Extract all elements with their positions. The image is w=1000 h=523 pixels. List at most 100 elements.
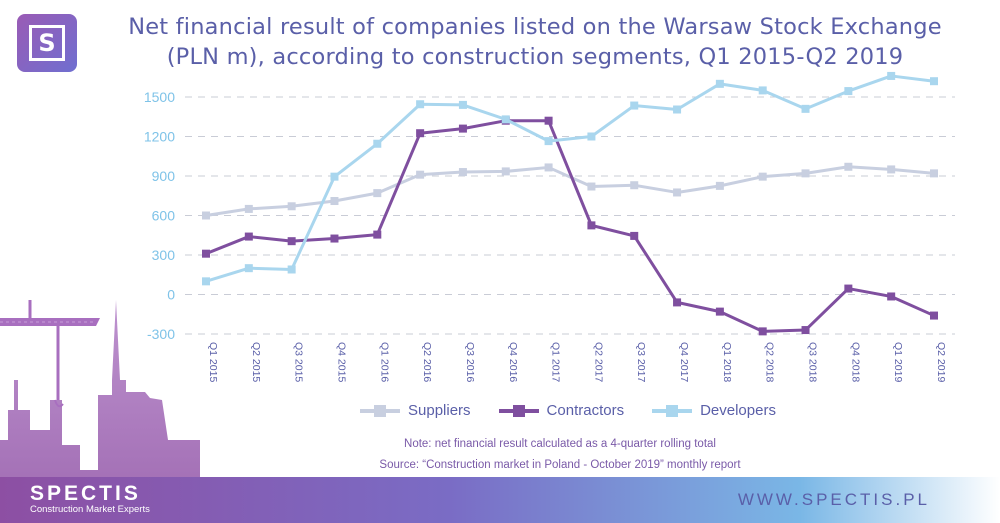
data-point: [287, 237, 296, 246]
x-tick-label: Q1 2015: [207, 342, 219, 382]
chart-title-line1: Net financial result of companies listed…: [128, 14, 942, 40]
data-point: [844, 162, 853, 171]
data-point: [673, 188, 682, 197]
data-point: [244, 204, 253, 213]
y-axis-ticks: -300 0 300 600 900 1200 1500: [144, 89, 175, 342]
data-point: [202, 249, 210, 258]
data-point: [630, 101, 639, 110]
data-point: [715, 307, 724, 316]
legend-label: Contractors: [546, 402, 625, 419]
x-tick-label: Q4 2016: [507, 342, 519, 382]
series-contractors: [202, 116, 938, 336]
x-tick-label: Q2 2017: [592, 342, 604, 382]
data-point: [416, 100, 425, 109]
data-point: [630, 181, 639, 190]
series-developers: [202, 71, 938, 286]
legend-item-suppliers: Suppliers: [360, 402, 471, 419]
series-group: [202, 71, 938, 336]
y-tick-label: 1500: [144, 89, 175, 105]
data-point: [287, 202, 296, 211]
website-link[interactable]: WWW.SPECTIS.PL: [737, 490, 930, 509]
grid: [185, 96, 955, 335]
data-point: [801, 326, 810, 335]
data-point: [930, 77, 938, 86]
chart-title: Net financial result of companies listed…: [95, 12, 975, 72]
x-tick-label: Q2 2016: [421, 342, 433, 382]
legend: Suppliers Contractors Developers: [360, 402, 776, 419]
series-line-contractors: [205, 119, 935, 333]
data-point: [330, 234, 339, 243]
legend-swatch: [360, 404, 400, 417]
x-tick-label: Q2 2019: [935, 342, 947, 382]
data-point: [501, 115, 510, 124]
x-tick-label: Q1 2019: [892, 342, 904, 382]
data-point: [673, 105, 682, 114]
y-tick-label: 1200: [144, 129, 175, 145]
y-tick-label: -300: [147, 326, 175, 342]
x-tick-label: Q4 2015: [335, 342, 347, 382]
legend-swatch: [498, 404, 539, 417]
data-point: [630, 231, 639, 240]
y-tick-label: 300: [152, 247, 176, 263]
data-point: [416, 170, 425, 179]
logo-mark: S: [29, 25, 65, 61]
data-point: [416, 129, 425, 138]
y-tick-label: 600: [152, 208, 176, 224]
data-point: [801, 169, 810, 178]
data-point: [544, 163, 553, 172]
city-skyline-illustration: [0, 300, 200, 523]
x-tick-label: Q1 2018: [721, 342, 733, 382]
x-tick-label: Q3 2016: [464, 342, 476, 382]
data-point: [715, 79, 724, 88]
data-point: [887, 165, 896, 174]
chart-title-line2: (PLN m), according to construction segme…: [166, 44, 904, 70]
x-axis-ticks: Q1 2015 Q2 2015 Q3 2015 Q4 2015 Q1 2016 Q2 20…: [207, 342, 947, 382]
data-point: [801, 104, 810, 113]
data-point: [758, 86, 767, 95]
x-tick-label: Q3 2017: [635, 342, 647, 382]
data-point: [244, 232, 253, 241]
data-point: [544, 116, 553, 125]
data-point: [587, 221, 596, 230]
x-tick-label: Q1 2016: [378, 342, 390, 382]
y-tick-label: 900: [152, 168, 176, 184]
y-tick-label: 0: [167, 287, 175, 303]
data-point: [758, 327, 767, 336]
data-point: [202, 211, 210, 220]
data-point: [330, 172, 339, 181]
data-point: [373, 230, 382, 239]
data-point: [544, 137, 553, 146]
data-point: [202, 277, 210, 286]
data-point: [887, 292, 896, 301]
x-tick-label: Q2 2018: [764, 342, 776, 382]
data-point: [844, 284, 853, 293]
chart-note: Note: net financial result calculated as…: [404, 438, 716, 450]
data-point: [758, 172, 767, 181]
data-point: [244, 264, 253, 273]
logo-letter: S: [38, 29, 56, 57]
data-point: [373, 139, 382, 148]
data-point: [887, 71, 896, 80]
data-point: [458, 100, 467, 109]
data-point: [930, 311, 938, 320]
data-point: [930, 169, 938, 178]
legend-item-developers: Developers: [652, 402, 776, 419]
x-tick-label: Q1 2017: [550, 342, 562, 382]
data-point: [330, 197, 339, 206]
x-tick-label: Q4 2018: [849, 342, 861, 382]
legend-swatch: [652, 404, 693, 417]
data-point: [501, 167, 510, 176]
spectis-logo: S: [17, 14, 77, 72]
brand-tagline: Construction Market Experts: [30, 504, 150, 515]
data-point: [715, 181, 724, 190]
footer-band: [0, 477, 1000, 523]
x-tick-label: Q3 2018: [807, 342, 819, 382]
data-point: [373, 189, 382, 198]
data-point: [587, 182, 596, 191]
chart-source: Source: “Construction market in Poland -…: [379, 459, 741, 471]
x-tick-label: Q2 2015: [250, 342, 262, 382]
x-tick-label: Q3 2015: [293, 342, 305, 382]
series-line-developers: [205, 74, 935, 283]
brand-name: SPECTIS: [30, 482, 141, 505]
